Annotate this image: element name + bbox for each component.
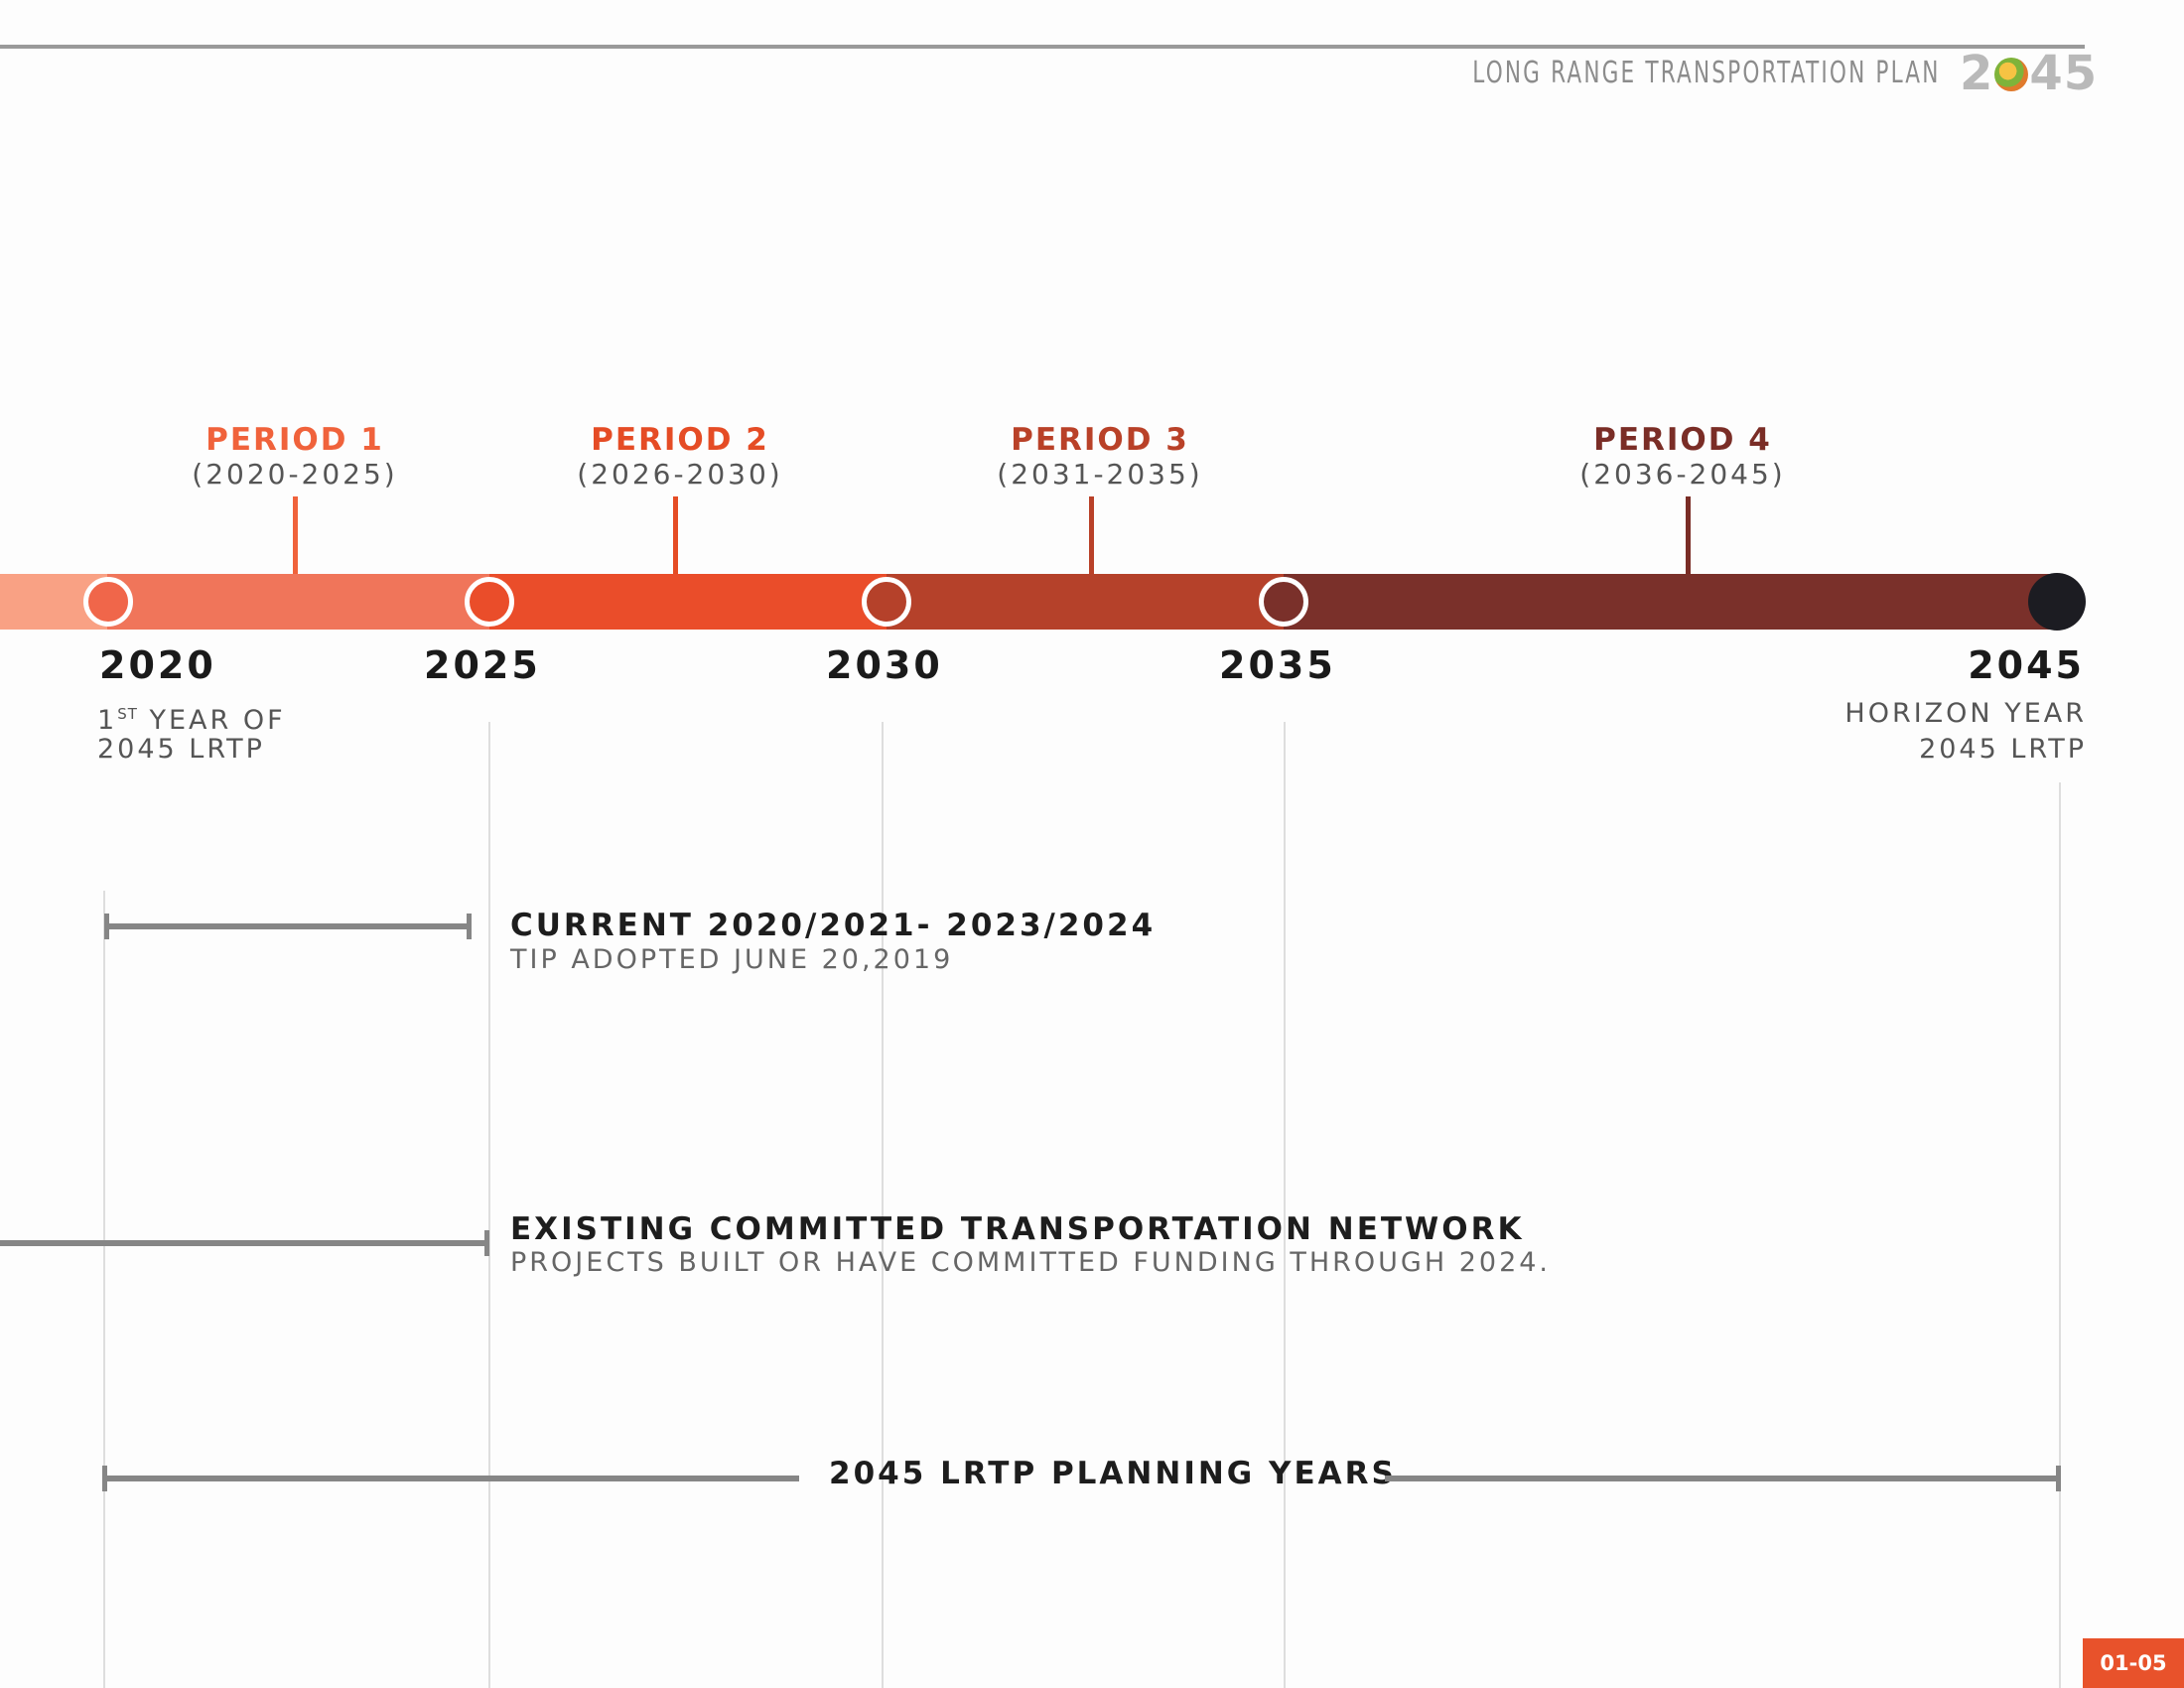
globe-icon [1994, 58, 2029, 91]
period-4-tick [1686, 496, 1691, 578]
header-rule [0, 45, 2085, 49]
guide-line-2045 [2059, 782, 2061, 1688]
timeline-segment-period-4 [1284, 574, 2054, 630]
year-2045-note-line-2: 2045 LRTP [1919, 734, 2087, 765]
network-range-title: EXISTING COMMITTED TRANSPORTATION NETWOR… [510, 1211, 1525, 1247]
planning-range-bar-right [1385, 1476, 2060, 1481]
period-1-range: (2020-2025) [192, 458, 398, 491]
milestone-node-2035 [1259, 577, 1308, 627]
period-2-title: PERIOD 2 [591, 422, 769, 458]
year-label-2025: 2025 [424, 643, 541, 687]
planning-range-title: 2045 LRTP PLANNING YEARS [829, 1456, 1397, 1491]
timeline-segment-period-1 [107, 574, 489, 630]
tip-range-title: CURRENT 2020/2021- 2023/2024 [510, 908, 1157, 943]
network-range-subtitle: PROJECTS BUILT OR HAVE COMMITTED FUNDING… [510, 1247, 1552, 1278]
period-2-range: (2026-2030) [577, 458, 783, 491]
document-title: LONG RANGE TRANSPORTATION PLAN [1472, 56, 1941, 90]
planning-range-bar-left [102, 1476, 799, 1481]
year-2020-note-line-1: 1ST YEAR OF [97, 705, 286, 736]
year-label-2020: 2020 [99, 643, 216, 687]
year-logo-prefix: 2 [1960, 46, 1994, 101]
tip-range-bar [104, 923, 472, 929]
guide-line-2030 [882, 722, 884, 1688]
timeline-segment-period-3 [887, 574, 1284, 630]
year-2045-note-line-1: HORIZON YEAR [1844, 698, 2087, 729]
year-2020-note-line-2: 2045 LRTP [97, 734, 265, 765]
network-range-bar [0, 1240, 489, 1246]
year-label-2045: 2045 [1968, 643, 2085, 687]
milestone-node-2045 [2028, 573, 2086, 631]
year-label-2030: 2030 [826, 643, 943, 687]
tip-range-subtitle: TIP ADOPTED JUNE 20,2019 [510, 944, 954, 975]
period-3-title: PERIOD 3 [1011, 422, 1189, 458]
guide-line-2035 [1284, 722, 1286, 1688]
year-label-2035: 2035 [1219, 643, 1336, 687]
timeline-segment-period-2 [489, 574, 887, 630]
period-1-tick [293, 496, 298, 578]
period-2-tick [673, 496, 678, 578]
planning-range-end-cap [2056, 1466, 2061, 1491]
milestone-node-2020 [83, 577, 133, 627]
page-number-badge: 01-05 [2083, 1638, 2184, 1688]
period-4-title: PERIOD 4 [1593, 422, 1772, 458]
guide-line-2025 [488, 722, 490, 1688]
period-3-tick [1089, 496, 1094, 578]
year-logo-suffix: 45 [2029, 46, 2099, 101]
plan-year-logo: 2 45 [1960, 50, 2098, 97]
period-3-range: (2031-2035) [997, 458, 1203, 491]
period-1-title: PERIOD 1 [205, 422, 384, 458]
guide-line-2020 [103, 891, 105, 1688]
milestone-node-2030 [862, 577, 911, 627]
superscript-st: ST [117, 705, 138, 723]
network-range-end-cap [484, 1230, 489, 1256]
milestone-node-2025 [465, 577, 514, 627]
period-4-range: (2036-2045) [1579, 458, 1786, 491]
tip-range-end-cap [467, 914, 472, 939]
